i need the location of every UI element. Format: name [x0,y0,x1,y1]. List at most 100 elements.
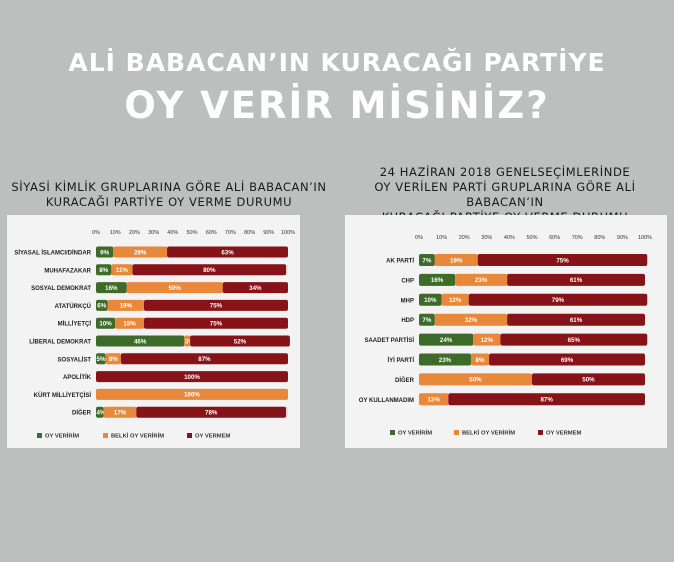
headline-line-2: OY VERİR MİSİNİZ? [124,84,550,127]
left-chart-panel: 0% 10% 20% 30% 40% 50% 60% 70% 80% 90% 100% SİYASAL… [7,215,300,448]
data-label: 100% [184,392,200,399]
category-label: DİĞER [72,409,92,417]
data-label: 50% [582,377,595,384]
x-tick-label: 100% [281,230,295,236]
data-label: 32% [465,317,478,324]
category-label: SAADET PARTİSİ [364,337,414,344]
category-label: LİBERAL DEMOKRAT [29,339,91,346]
bar-segment [419,273,456,286]
bar-segment [448,393,645,406]
bar-segment [477,254,648,266]
x-tick-label: 90% [617,235,628,241]
category-label: MUHAFAZAKAR [44,268,91,274]
left-chart-title-line-1: SİYASİ KİMLİK GRUPLARINA GÖRE ALİ BABACA… [11,180,327,194]
data-label: 23% [475,277,488,284]
bar-segment [107,299,144,311]
bar-segment [419,333,474,346]
legend-swatch [187,433,192,438]
data-label: 10% [424,297,437,304]
bar-segment [184,335,191,347]
data-label: 79% [552,297,565,304]
x-tick-label: 20% [459,235,470,241]
bar-segment [105,353,121,365]
bar-segment [96,406,104,418]
bar-segment [532,373,645,386]
category-label: APOLİTİK [63,374,92,381]
x-tick-label: 50% [526,235,537,241]
data-label: 10% [99,321,112,328]
x-tick-label: 100% [638,235,652,241]
x-tick-label: 0% [415,235,423,241]
bar-segment [470,353,490,366]
bar-segment [434,254,478,266]
bar-segment [96,282,127,294]
data-label: 78% [205,410,218,417]
bar-segment [419,393,449,406]
data-label: 65% [568,337,581,344]
bar-segment [489,353,645,366]
x-tick-label: 30% [148,230,159,236]
x-tick-label: 80% [594,235,605,241]
data-label: 15% [123,321,136,328]
data-label: 6% [97,303,106,310]
x-tick-label: 70% [572,235,583,241]
bar-segment [144,299,288,311]
legend-label: BELKİ OY VERİRİM [462,430,515,437]
category-label: SOSYAL DEMOKRAT [31,286,91,292]
data-label: 13% [427,397,440,404]
right-chart-panel: 0% 10% 20% 30% 40% 50% 60% 70% 80% 90% 100% AK PART… [345,215,667,448]
bar-segment [120,353,289,365]
x-tick-label: 40% [504,235,515,241]
bar-segment [507,313,645,326]
x-tick-label: 30% [481,235,492,241]
data-label: 24% [440,337,453,344]
data-label: 17% [114,410,127,417]
data-label: 7% [422,257,431,264]
x-tick-label: 10% [436,235,447,241]
data-label: 16% [431,277,444,284]
data-label: 100% [184,374,200,381]
bar-segment [468,293,648,306]
data-label: 19% [120,303,133,310]
legend-swatch [37,433,42,438]
bar-segment [419,353,471,366]
legend-label: OY VERİRİM [398,430,432,437]
category-label: SOSYALİST [58,356,92,363]
data-label: 11% [116,267,129,274]
bar-segment [167,246,288,258]
bar-segment [473,333,501,346]
headline-line-1: ALİ BABACAN’IN KURACAĞI PARTİYE [68,48,606,77]
bar-segment [434,313,508,326]
category-label: KÜRT MİLLİYETÇİSİ [34,392,92,399]
legend-label: OY VERMEM [546,431,581,437]
right-chart-title-line-2: OY VERİLEN PARTİ GRUPLARINA GÖRE ALİ BAB… [374,180,636,209]
data-label: 4% [97,410,106,417]
bar-segment [126,282,223,294]
data-label: 3% [185,338,194,345]
bar-segment [419,254,435,266]
category-label: CHP [401,278,414,284]
data-label: 28% [134,249,147,256]
left-chart-title-line-2: KURACAĞI PARTİYE OY VERME DURUMU [45,195,293,209]
x-tick-label: 50% [186,230,197,236]
x-tick-label: 60% [549,235,560,241]
bar-segment [222,282,288,294]
data-label: 12% [481,337,494,344]
left-chart: 0% 10% 20% 30% 40% 50% 60% 70% 80% 90% 100% SİYASAL… [14,230,295,440]
legend-swatch [454,430,459,435]
legend-label: OY VERMEM [195,434,230,440]
legend-label: BELKİ OY VERİRİM [111,433,164,440]
bar-segment [441,293,469,306]
data-label: 50% [169,285,182,292]
x-tick-label: 20% [129,230,140,236]
data-label: 8% [109,356,118,363]
x-tick-label: 0% [92,230,100,236]
data-label: 52% [234,338,247,345]
data-label: 16% [105,285,118,292]
data-label: 34% [249,285,262,292]
data-label: 61% [570,317,583,324]
category-label: İYİ PARTİ [387,357,414,364]
category-label: SİYASAL İSLAMCI/DİNDAR [14,250,91,257]
data-label: 9% [100,249,109,256]
category-label: ATATÜRKÇÜ [55,303,91,310]
